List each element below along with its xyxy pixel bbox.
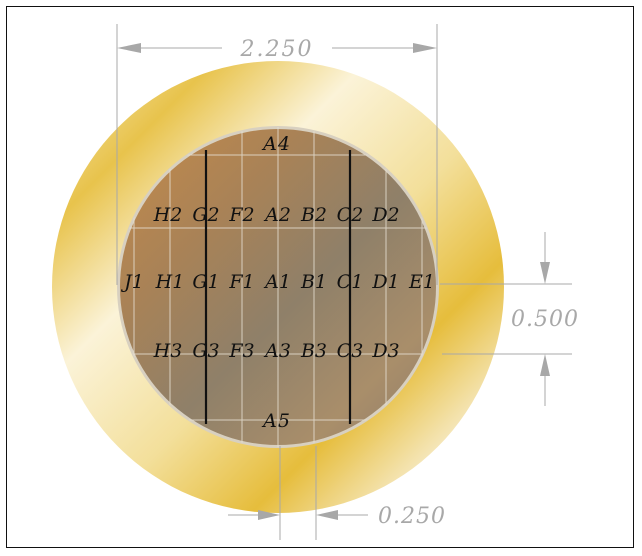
die-label: E1 bbox=[408, 271, 435, 293]
die-label: F2 bbox=[228, 204, 254, 226]
dimension-column-width: 0.250 bbox=[378, 504, 446, 529]
die-label: G1 bbox=[192, 271, 219, 293]
die-label: C1 bbox=[337, 271, 364, 293]
die-label: G2 bbox=[192, 204, 219, 226]
die-label: B1 bbox=[300, 271, 327, 293]
die-label: F3 bbox=[228, 340, 254, 362]
row-3-labels: H3 G3 F3 A3 B3 C3 D3 bbox=[153, 340, 400, 362]
die-label: F1 bbox=[228, 271, 254, 293]
die-label: J1 bbox=[120, 271, 144, 293]
dimension-overall-width: 2.250 bbox=[240, 37, 314, 62]
die-label-top: A4 bbox=[261, 133, 291, 155]
die-label: B3 bbox=[300, 340, 327, 362]
die-label: A1 bbox=[263, 271, 291, 293]
dimension-row-height: 0.500 bbox=[511, 307, 579, 332]
die-label: H3 bbox=[153, 340, 183, 362]
row-1-labels: J1 H1 G1 F1 A1 B1 C1 D1 E1 bbox=[120, 271, 435, 293]
die-label: D1 bbox=[371, 271, 399, 293]
dimension-arrows bbox=[117, 43, 550, 520]
row-2-labels: H2 G2 F2 A2 B2 C2 D2 bbox=[153, 204, 400, 226]
die-label: C2 bbox=[337, 204, 364, 226]
die-label: G3 bbox=[192, 340, 219, 362]
die-label: A2 bbox=[263, 204, 291, 226]
die-label: H2 bbox=[153, 204, 183, 226]
die-label: B2 bbox=[300, 204, 327, 226]
die-label: D2 bbox=[371, 204, 399, 226]
die-label: H1 bbox=[155, 271, 185, 293]
die-label: C3 bbox=[337, 340, 364, 362]
die-label: D3 bbox=[371, 340, 399, 362]
die-label-bottom: A5 bbox=[261, 410, 291, 432]
die-label: A3 bbox=[263, 340, 291, 362]
